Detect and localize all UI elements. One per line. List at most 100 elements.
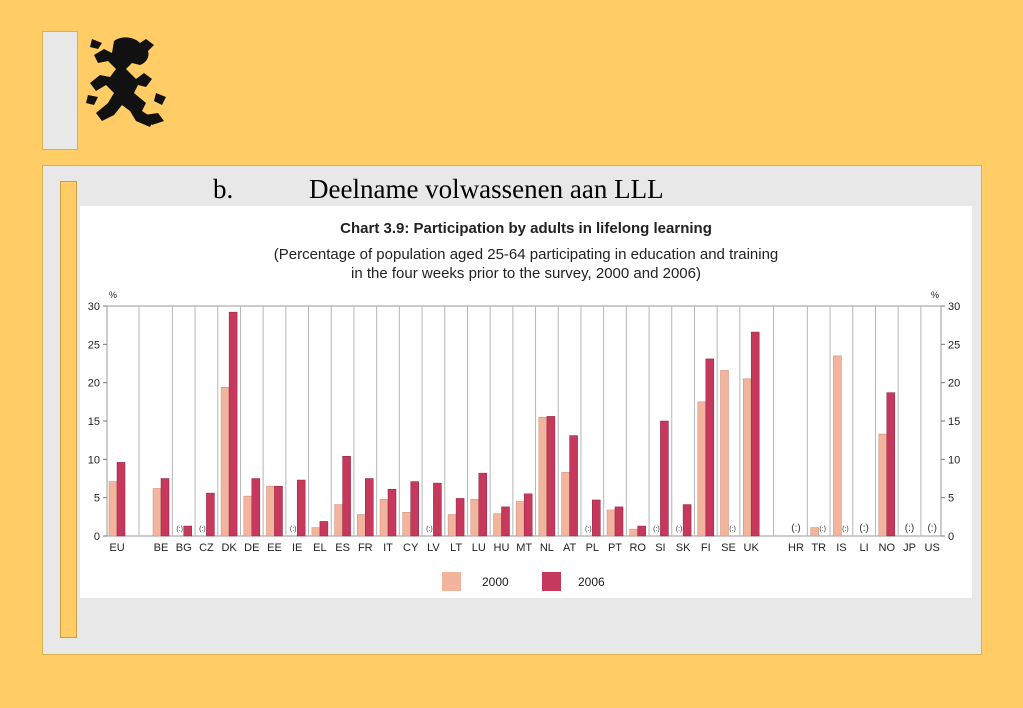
bar-2006-EU xyxy=(116,462,126,537)
y-tick-label-left: 30 xyxy=(88,301,100,313)
bar-2000-CY xyxy=(402,511,411,537)
x-tick-label: NL xyxy=(540,542,554,554)
bar-2006-LU xyxy=(478,472,488,537)
missing-marker-IE: (:) xyxy=(290,526,297,533)
legend-label-2006: 2006 xyxy=(578,575,605,589)
x-tick-label: BG xyxy=(176,542,192,554)
x-tick-label: LV xyxy=(427,542,440,554)
legend-label-2000: 2000 xyxy=(482,575,509,589)
bar-2000-DK xyxy=(220,387,230,537)
missing-marker-LV: (:) xyxy=(426,526,433,533)
x-tick-label: EE xyxy=(267,542,282,554)
y-tick-label-right: 5 xyxy=(948,493,954,505)
x-tick-label: PL xyxy=(586,542,599,554)
logo-panel xyxy=(42,31,78,150)
x-tick-label: LU xyxy=(472,542,486,554)
bar-2006-LV xyxy=(433,482,442,537)
heading-text: Deelname volwassenen aan LLL xyxy=(309,174,664,204)
bar-2000-NL xyxy=(538,416,548,537)
bar-2000-FR xyxy=(357,514,366,537)
x-tick-label: FR xyxy=(358,542,373,554)
missing-marker-US: (:) xyxy=(927,523,936,534)
y-axis-unit-right: % xyxy=(931,290,939,300)
bar-2000-PT xyxy=(606,509,616,537)
y-tick-label-right: 10 xyxy=(948,454,960,466)
y-tick-label-left: 10 xyxy=(88,454,100,466)
x-tick-label: EU xyxy=(109,542,124,554)
x-tick-label: DE xyxy=(244,542,259,554)
bar-2006-HU xyxy=(501,506,510,537)
heading-number: b. xyxy=(213,174,234,204)
x-tick-label: AT xyxy=(563,542,577,554)
bar-2006-NO xyxy=(886,392,896,537)
bar-2006-EE xyxy=(274,485,283,537)
bar-2006-SK xyxy=(682,504,692,537)
x-tick-label: DK xyxy=(221,542,237,554)
x-tick-label: IE xyxy=(292,542,302,554)
x-tick-label: NO xyxy=(879,542,896,554)
missing-marker-SE: (:) xyxy=(729,526,736,533)
bar-2006-IE xyxy=(296,479,306,537)
y-tick-label-left: 0 xyxy=(94,531,100,543)
bar-2006-EL xyxy=(319,521,329,537)
y-tick-label-right: 30 xyxy=(948,301,960,313)
y-tick-label-left: 20 xyxy=(88,378,100,390)
bar-2000-EU xyxy=(108,481,118,537)
x-tick-label: UK xyxy=(744,542,760,554)
chart-title: Chart 3.9: Participation by adults in li… xyxy=(340,220,712,237)
x-tick-label: EL xyxy=(313,542,326,554)
legend-swatch-2006 xyxy=(542,572,561,591)
missing-marker-SI: (:) xyxy=(653,526,660,533)
x-tick-label: IS xyxy=(836,542,846,554)
x-tick-label: SI xyxy=(655,542,665,554)
bar-2000-RO xyxy=(629,528,638,537)
missing-marker-SK: (:) xyxy=(676,526,683,533)
bar-2000-SE xyxy=(720,370,729,537)
missing-marker-CZ: (:) xyxy=(199,526,206,533)
bar-2000-UK xyxy=(742,378,752,537)
missing-marker-JP: (:) xyxy=(905,523,914,534)
x-tick-label: US xyxy=(925,542,940,554)
bar-2000-MT xyxy=(515,501,525,537)
bar-2006-FR xyxy=(365,478,374,537)
x-tick-label: PT xyxy=(608,542,622,554)
bar-2000-LU xyxy=(470,498,480,537)
missing-marker-PL: (:) xyxy=(585,526,592,533)
x-tick-label: JP xyxy=(903,542,916,554)
bar-2000-FI xyxy=(697,401,707,537)
y-tick-label-left: 15 xyxy=(88,416,100,428)
bar-2000-BE xyxy=(152,488,162,537)
bar-2006-FI xyxy=(705,358,715,537)
missing-marker-TR: (:) xyxy=(819,526,826,533)
x-tick-label: LI xyxy=(860,542,869,554)
chart-svg: Chart 3.9: Participation by adults in li… xyxy=(88,220,960,591)
y-tick-label-left: 5 xyxy=(94,493,100,505)
bar-2006-DK xyxy=(228,311,238,537)
x-tick-label: SK xyxy=(676,542,691,554)
x-tick-label: CY xyxy=(403,542,419,554)
bar-2006-BG xyxy=(183,525,192,537)
y-tick-label-right: 15 xyxy=(948,416,960,428)
slide-heading: b. Deelname volwassenen aan LLL xyxy=(213,171,664,207)
bar-2006-UK xyxy=(750,331,760,537)
bar-2000-IS xyxy=(833,355,842,537)
bar-2006-AT xyxy=(569,435,578,537)
x-tick-label: LT xyxy=(450,542,462,554)
bar-2006-SI xyxy=(660,420,669,537)
bar-2000-NO xyxy=(878,433,888,537)
x-tick-label: HU xyxy=(494,542,510,554)
accent-bar xyxy=(60,181,77,638)
chart-subtitle-line1: (Percentage of population aged 25-64 par… xyxy=(274,246,779,263)
bar-2006-IT xyxy=(387,488,397,537)
bar-2006-LT xyxy=(455,498,465,537)
bar-2000-DE xyxy=(243,495,253,537)
bar-2000-HU xyxy=(493,513,502,537)
x-tick-label: MT xyxy=(516,542,532,554)
missing-marker-HR: (:) xyxy=(791,523,800,534)
x-tick-label: TR xyxy=(811,542,826,554)
x-tick-label: CZ xyxy=(199,542,214,554)
bar-2006-DE xyxy=(251,478,261,537)
bar-2000-TR xyxy=(810,527,819,537)
bar-2006-MT xyxy=(523,493,533,537)
legend-swatch-2000 xyxy=(442,572,461,591)
